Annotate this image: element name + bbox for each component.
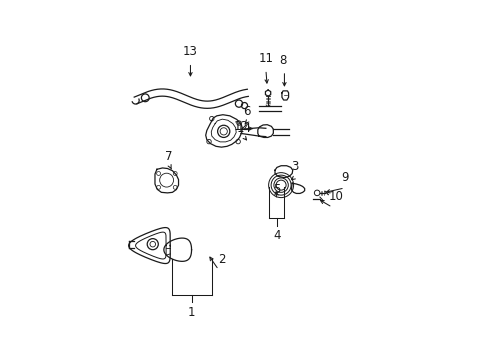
Text: 1: 1: [187, 306, 195, 319]
Text: 11: 11: [258, 52, 273, 66]
Text: 12: 12: [233, 120, 248, 133]
Text: 6: 6: [243, 105, 250, 118]
Text: 14: 14: [237, 122, 251, 135]
Text: 2: 2: [217, 253, 225, 266]
Text: 3: 3: [291, 161, 298, 174]
Text: 4: 4: [273, 229, 280, 243]
Text: 9: 9: [341, 171, 348, 184]
Text: 10: 10: [328, 190, 343, 203]
Text: 5: 5: [272, 184, 280, 197]
Text: 7: 7: [165, 150, 172, 163]
Text: 13: 13: [183, 45, 198, 58]
Text: 8: 8: [279, 54, 286, 67]
